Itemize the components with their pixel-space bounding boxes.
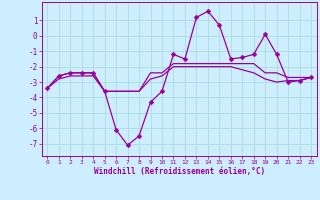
X-axis label: Windchill (Refroidissement éolien,°C): Windchill (Refroidissement éolien,°C) xyxy=(94,167,265,176)
